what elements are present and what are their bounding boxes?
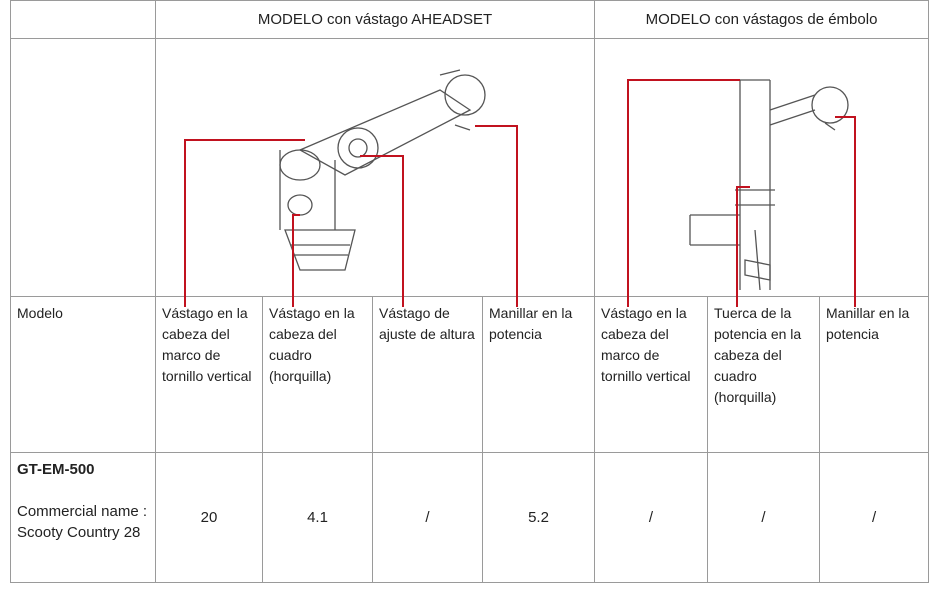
commercial-name: Commercial name : Scooty Country 28 [17, 503, 148, 541]
value-cell: / [707, 452, 821, 583]
model-cell: GT-EM-500 Commercial name : Scooty Countr… [10, 452, 156, 583]
plunger-sketch [689, 79, 849, 291]
column-label: Modelo [10, 296, 156, 453]
value-cell: / [372, 452, 483, 583]
image-cell [594, 38, 930, 297]
column-label: Vástago en la cabeza del cuadro (horquil… [262, 296, 373, 453]
label-row: Modelo Vástago en la cabeza del marco de … [10, 296, 930, 453]
aheadset-sketch [279, 69, 486, 271]
data-row: GT-EM-500 Commercial name : Scooty Countr… [10, 452, 930, 583]
pointer-lines [184, 79, 856, 307]
value-cell: 20 [155, 452, 263, 583]
model-code: GT-EM-500 [17, 461, 95, 478]
column-label: Manillar en la potencia [481, 296, 596, 453]
illustrations [184, 69, 856, 307]
value-cell: / [594, 452, 709, 583]
value-cell: / [819, 452, 930, 583]
image-cell [154, 38, 596, 297]
column-label: Manillar en la potencia [819, 296, 930, 453]
image-row [10, 38, 930, 297]
column-label: Vástago en la cabeza del marco de tornil… [594, 296, 709, 453]
value-cell: 4.1 [262, 452, 373, 583]
column-label: Tuerca de la potencia en la cabeza del c… [707, 296, 821, 453]
empty-cell [10, 38, 156, 297]
column-label: Vástago en la cabeza del marco de tornil… [155, 296, 263, 453]
spec-table: MODELO con vástago AHEADSET MODELO con v… [10, 0, 930, 583]
value-cell: 5.2 [481, 452, 596, 583]
column-label: Vástago de ajuste de altura [372, 296, 483, 453]
